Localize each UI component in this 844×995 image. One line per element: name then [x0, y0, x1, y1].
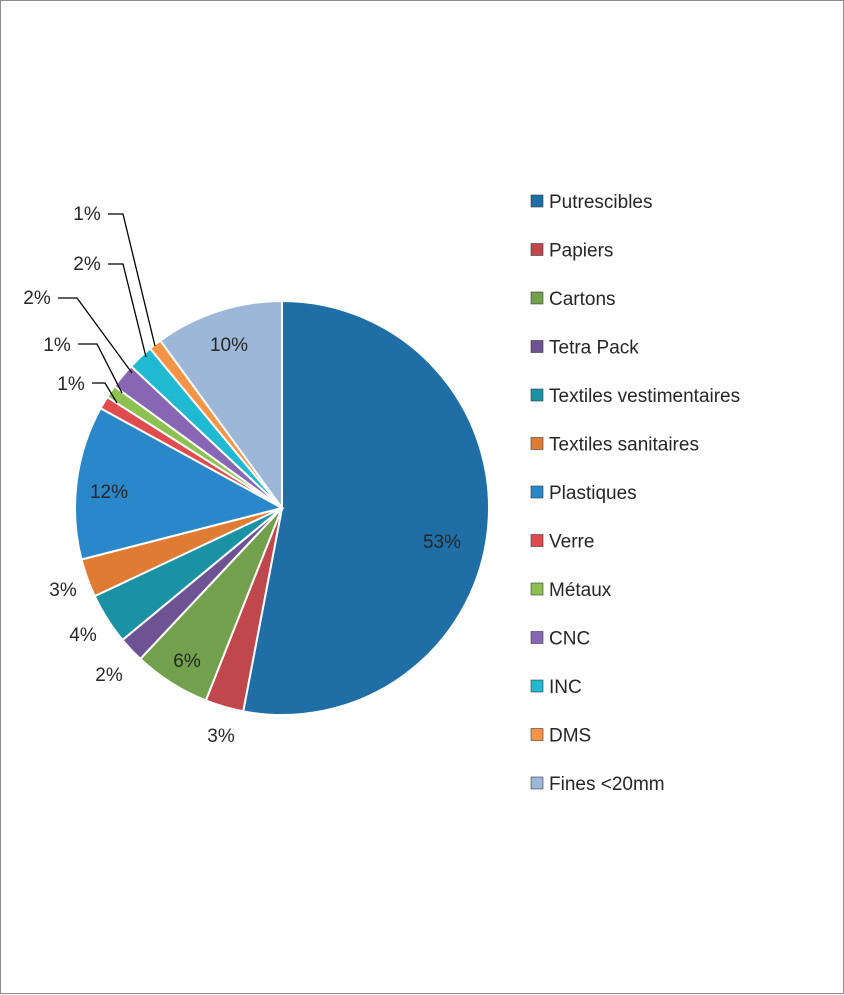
legend-swatch [530, 437, 544, 450]
legend-swatch [530, 631, 544, 644]
data-labels: 53% 3% 6% 2% 4% 3% 12% 1% 1% 2% 2% 1% 10% [23, 204, 461, 747]
legend-label: Textiles vestimentaires [549, 386, 740, 407]
legend-label: Plastiques [549, 483, 637, 504]
legend-label: Fines <20mm [549, 774, 665, 795]
data-label: 2% [95, 665, 123, 686]
legend: Putrescibles Papiers Cartons Tetra Pack Text… [530, 192, 740, 795]
legend-swatch [530, 243, 544, 256]
pie-slice-plastiques [74, 406, 285, 561]
leader-line [58, 297, 133, 374]
legend-label: Métaux [549, 580, 612, 601]
legend-label: Tetra Pack [549, 338, 639, 359]
data-label: 10% [210, 335, 248, 356]
legend-label: Putrescibles [549, 192, 653, 213]
legend-label: Papiers [549, 241, 613, 262]
legend-label: INC [549, 677, 582, 698]
data-label: 3% [207, 726, 235, 747]
data-label: 2% [23, 288, 51, 309]
leader-line [92, 382, 118, 404]
data-label: 1% [57, 374, 85, 395]
data-label: 1% [43, 335, 71, 356]
legend-swatch [530, 679, 544, 693]
data-label: 53% [423, 532, 461, 553]
legend-label: Verre [549, 532, 594, 553]
legend-label: Cartons [549, 289, 616, 310]
data-label: 1% [73, 204, 101, 225]
legend-swatch [530, 728, 544, 741]
slices-layer [74, 299, 490, 716]
legend-swatch [530, 534, 544, 547]
data-label: 3% [49, 580, 77, 601]
data-label: 12% [90, 482, 128, 503]
pie-slice-fines-20mm [158, 299, 283, 512]
pie-slice-putrescibles [242, 299, 490, 716]
legend-swatch [530, 485, 544, 499]
legend-swatch [530, 776, 544, 790]
legend-swatch [530, 291, 544, 305]
data-label: 4% [69, 625, 97, 646]
legend-label: CNC [549, 629, 590, 650]
legend-label: Textiles sanitaires [549, 435, 699, 456]
legend-swatch [530, 582, 544, 596]
leader-line [108, 263, 147, 358]
data-label: 6% [173, 651, 201, 672]
leader-line [108, 213, 156, 347]
legend-swatch [530, 194, 544, 208]
legend-label: DMS [549, 726, 591, 747]
leader-line [78, 343, 123, 394]
legend-swatch [530, 340, 544, 353]
data-label: 2% [73, 254, 101, 275]
legend-swatch [530, 388, 544, 402]
leader-lines [58, 213, 156, 404]
